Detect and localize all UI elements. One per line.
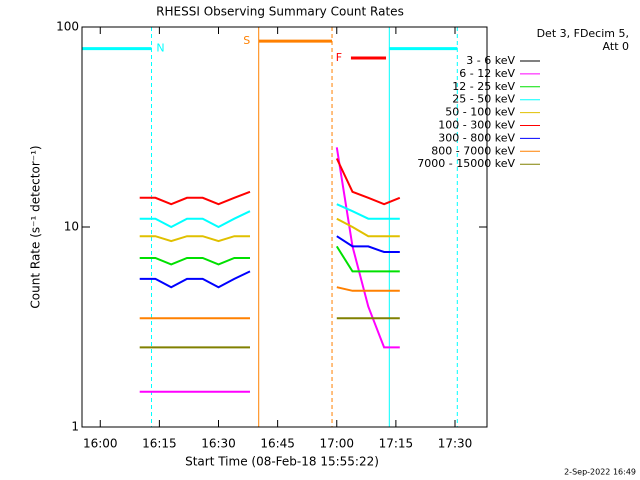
x-tick-label: 16:45 (260, 437, 295, 451)
interval-label: N (156, 42, 164, 55)
series-line (139, 203, 400, 229)
legend-label: 100 - 300 keV (438, 119, 515, 132)
series-line (139, 217, 400, 243)
y-tick-label: 1 (71, 420, 79, 434)
legend-label: 3 - 6 keV (466, 54, 515, 67)
series-line (139, 245, 400, 273)
legend-label: 800 - 7000 keV (431, 144, 515, 157)
x-tick-label: 16:30 (201, 437, 236, 451)
series-line (139, 147, 400, 393)
legend-label: 50 - 100 keV (445, 106, 515, 119)
y-tick-label: 10 (64, 220, 79, 234)
x-tick-label: 16:15 (142, 437, 177, 451)
footer: 2-Sep-2022 16:49 (564, 468, 636, 477)
legend-label: 7000 - 15000 keV (417, 157, 515, 170)
legend-title: Att 0 (603, 40, 629, 53)
y-tick-label: 100 (56, 20, 79, 34)
y-axis-label: Count Rate (s⁻¹ detector⁻¹) (29, 145, 43, 308)
series-line (139, 317, 400, 349)
series-line (139, 158, 401, 206)
legend-label: 25 - 50 keV (452, 93, 515, 106)
x-tick-label: 16:00 (83, 437, 118, 451)
legend-label: 12 - 25 keV (452, 80, 515, 93)
series-line (139, 286, 400, 320)
x-tick-label: 17:15 (379, 437, 414, 451)
x-tick-label: 17:00 (319, 437, 354, 451)
interval-label: S (243, 34, 250, 47)
x-tick-label: 17:30 (438, 437, 473, 451)
chart-title: RHESSI Observing Summary Count Rates (156, 5, 404, 19)
interval-label: F (336, 51, 342, 64)
series-line (139, 235, 400, 289)
x-axis-label: Start Time (08-Feb-18 15:55:22) (185, 455, 379, 469)
plot-frame (81, 26, 488, 428)
legend-title: Det 3, FDecim 5, (537, 27, 629, 40)
legend-label: 300 - 800 keV (438, 131, 515, 144)
